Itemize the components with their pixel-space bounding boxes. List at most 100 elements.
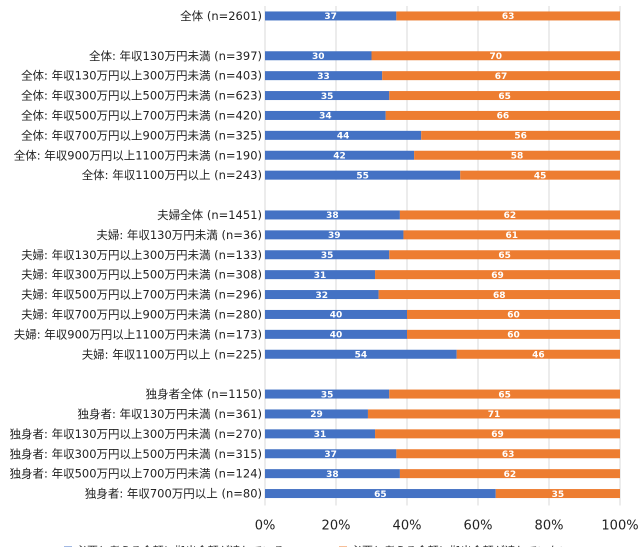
bar-segment-a	[265, 329, 407, 339]
bar-segment-a	[265, 71, 383, 81]
data-label: 60	[507, 331, 520, 341]
category-label: 独身者: 年収700万円以上 (n=80)	[85, 487, 262, 501]
data-label: 68	[493, 291, 506, 301]
bar-segment-a	[265, 409, 368, 419]
bar-segment-a	[265, 170, 461, 180]
bar-segment-b	[382, 71, 620, 81]
data-label: 31	[314, 430, 327, 440]
category-label: 夫婦: 年収700万円以上900万円未満 (n=280)	[21, 307, 262, 321]
data-label: 38	[326, 211, 339, 221]
data-label: 70	[489, 52, 502, 62]
bar-segment-a	[265, 110, 386, 120]
bar-segment-b	[460, 170, 620, 180]
bar-segment-b	[389, 250, 620, 260]
data-label: 33	[317, 72, 330, 82]
bar-segment-a	[265, 449, 397, 459]
data-label: 60	[507, 311, 520, 321]
category-label: 夫婦: 年収1100万円以上 (n=225)	[82, 347, 262, 361]
bar-segment-a	[265, 210, 400, 220]
category-labels: 全体 (n=2601) 全体: 年収130万円未満 (n=397) 全体: 年収13…	[10, 9, 262, 501]
category-label: 独身者全体 (n=1150)	[146, 387, 262, 401]
data-label: 34	[319, 112, 332, 122]
bar-segment-a	[265, 91, 390, 101]
legend-label: 必要と考える金額に拠出金額が達している。	[76, 544, 295, 547]
legend-label: 必要と考える金額に拠出金額が達していない。	[351, 544, 581, 547]
data-label: 37	[324, 450, 337, 460]
category-label: 全体 (n=2601)	[180, 9, 262, 23]
category-label: 夫婦: 年収130万円未満 (n=36)	[96, 228, 262, 242]
bar-segment-b	[421, 130, 620, 140]
category-label: 全体: 年収700万円以上900万円未満 (n=325)	[21, 128, 262, 142]
bars-group: 37 63 30 70 33 67 35 65 34 66 44 56 42 58 55 45 38 62 39 61…	[265, 11, 620, 500]
category-label: 夫婦: 年収130万円以上300万円未満 (n=133)	[21, 248, 262, 262]
bar-segment-a	[265, 250, 390, 260]
data-label: 65	[498, 390, 511, 400]
bar-segment-b	[375, 429, 620, 439]
category-label: 全体: 年収1100万円以上 (n=243)	[82, 168, 262, 182]
category-label: 全体: 年収900万円以上1100万円未満 (n=190)	[14, 148, 262, 162]
data-label: 65	[498, 251, 511, 261]
bar-segment-b	[378, 290, 620, 300]
data-label: 71	[488, 410, 501, 420]
data-label: 40	[330, 311, 343, 321]
x-tick-label: 60%	[464, 519, 493, 534]
data-label: 63	[502, 450, 515, 460]
data-label: 45	[534, 171, 547, 181]
data-label: 38	[326, 470, 339, 480]
data-label: 58	[511, 151, 524, 161]
data-label: 40	[330, 331, 343, 341]
bar-segment-b	[407, 329, 620, 339]
bar-segment-a	[265, 349, 457, 359]
bar-segment-a	[265, 130, 422, 140]
x-tick-label: 0%	[255, 519, 276, 534]
data-label: 35	[321, 251, 334, 261]
x-tick-label: 80%	[535, 519, 564, 534]
bar-segment-b	[396, 449, 620, 459]
category-label: 夫婦: 年収300万円以上500万円未満 (n=308)	[21, 268, 262, 282]
category-label: 独身者: 年収130万円未満 (n=361)	[78, 407, 262, 421]
bar-segment-a	[265, 230, 404, 240]
x-tick-label: 20%	[322, 519, 351, 534]
data-label: 32	[316, 291, 329, 301]
bar-segment-b	[389, 91, 620, 101]
legend: 必要と考える金額に拠出金額が達している。 必要と考える金額に拠出金額が達していない…	[64, 544, 581, 547]
bar-segment-b	[495, 489, 620, 499]
data-label: 62	[504, 470, 517, 480]
bar-segment-a	[265, 270, 376, 280]
bar-segment-b	[456, 349, 620, 359]
data-label: 30	[312, 52, 325, 62]
data-label: 69	[491, 430, 504, 440]
category-label: 夫婦: 年収500万円以上700万円未満 (n=296)	[21, 288, 262, 302]
data-label: 69	[491, 271, 504, 281]
data-label: 31	[314, 271, 327, 281]
data-label: 39	[328, 231, 341, 241]
category-label: 全体: 年収130万円以上300万円未満 (n=403)	[21, 69, 262, 83]
data-label: 66	[497, 112, 510, 122]
data-label: 29	[310, 410, 323, 420]
category-label: 夫婦全体 (n=1451)	[157, 208, 262, 222]
bar-segment-a	[265, 150, 415, 160]
bar-segment-b	[414, 150, 620, 160]
x-tick-label: 100%	[601, 519, 638, 534]
bar-segment-b	[389, 389, 620, 399]
data-label: 65	[498, 92, 511, 102]
x-tick-label: 40%	[393, 519, 422, 534]
category-label: 夫婦: 年収900万円以上1100万円未満 (n=173)	[14, 327, 262, 341]
bar-segment-b	[399, 210, 620, 220]
bar-segment-a	[265, 389, 390, 399]
bar-segment-a	[265, 489, 496, 499]
category-label: 全体: 年収130万円未満 (n=397)	[89, 49, 262, 63]
data-label: 35	[321, 390, 334, 400]
data-label: 37	[324, 12, 337, 22]
bar-segment-a	[265, 11, 397, 21]
x-axis-ticks: 0% 20% 40% 60% 80% 100%	[255, 519, 639, 534]
bar-segment-b	[403, 230, 620, 240]
category-label: 独身者: 年収500万円以上700万円未満 (n=124)	[10, 467, 262, 481]
data-label: 56	[514, 132, 527, 142]
data-label: 54	[355, 350, 368, 360]
bar-segment-a	[265, 290, 379, 300]
bar-segment-b	[385, 110, 620, 120]
data-label: 42	[333, 151, 346, 161]
data-label: 44	[337, 132, 350, 142]
